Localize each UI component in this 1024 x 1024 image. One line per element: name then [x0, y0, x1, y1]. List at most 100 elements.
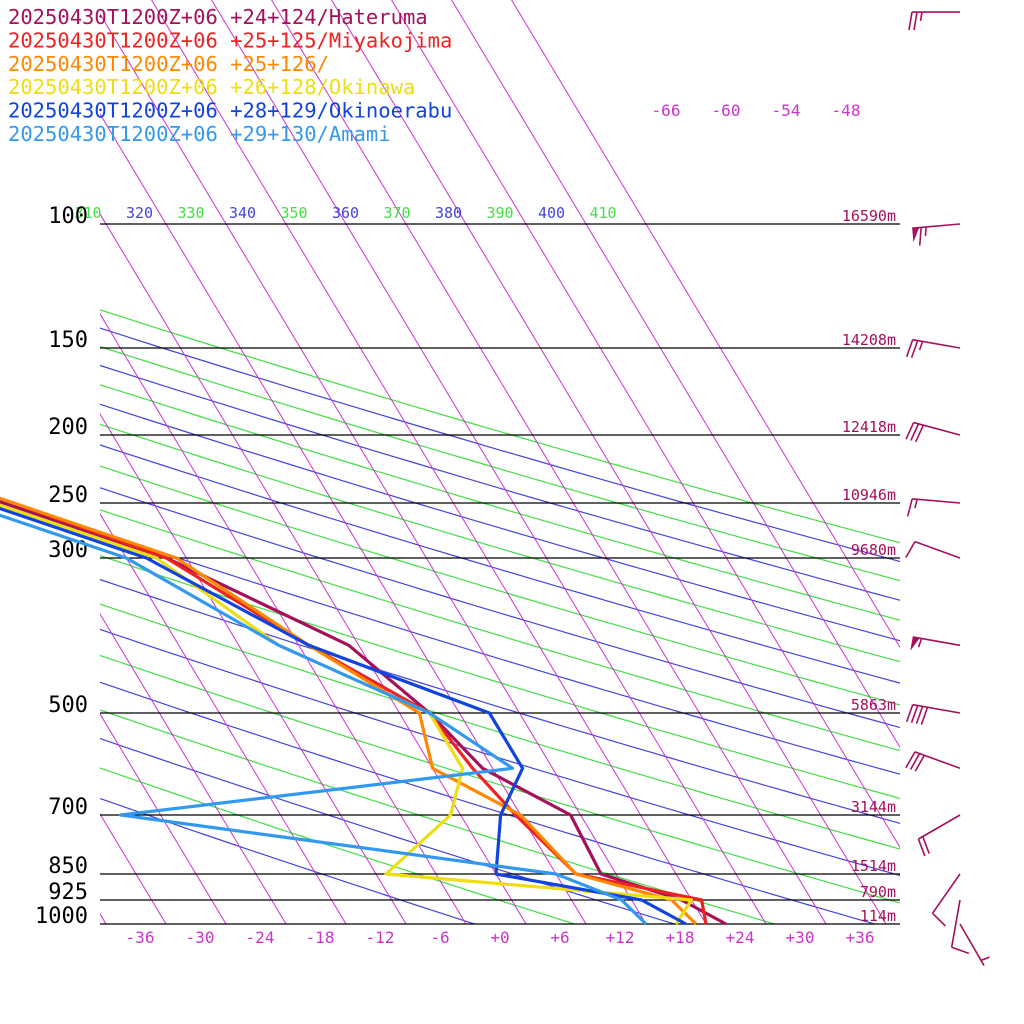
dry-adiabat-line	[100, 327, 900, 563]
legend-entry: 20250430T1200Z+06 +25+125/Miyakojima	[8, 28, 452, 52]
dry-adiabat-line	[100, 309, 900, 544]
wind-barb	[905, 703, 961, 725]
wind-barb	[905, 338, 961, 359]
wind-barb	[917, 814, 961, 857]
upper-temperature-tick-label: -60	[712, 101, 741, 120]
isotherm-line	[211, 0, 767, 924]
dry-adiabat-line	[100, 681, 877, 924]
theta-label: 330	[177, 204, 204, 222]
height-label: 10946m	[842, 486, 896, 504]
sounding-line	[0, 506, 687, 926]
pressure-label: 150	[48, 328, 88, 353]
temperature-tick-label: -24	[246, 928, 275, 947]
theta-label: 400	[538, 204, 565, 222]
theta-label: 390	[486, 204, 513, 222]
dry-adiabat-line	[100, 465, 900, 706]
dry-adiabat-line	[100, 555, 900, 800]
dry-adiabat-line	[100, 509, 900, 752]
temperature-tick-label: +6	[550, 928, 569, 947]
height-label: 12418m	[842, 418, 896, 436]
height-label: 1514m	[851, 857, 896, 875]
pressure-label: 100	[48, 204, 88, 229]
sounding-line	[0, 500, 727, 926]
upper-temperature-tick-label: -54	[772, 101, 801, 120]
theta-label: 360	[332, 204, 359, 222]
theta-label: 350	[280, 204, 307, 222]
dry-adiabat-line	[100, 403, 900, 642]
dry-adiabat-line	[100, 797, 477, 924]
temperature-tick-label: +24	[726, 928, 755, 947]
theta-label: 340	[229, 204, 256, 222]
wind-barb	[905, 421, 961, 443]
wind-barb	[905, 751, 961, 772]
wind-barb	[950, 899, 970, 955]
pressure-label: 500	[48, 693, 88, 718]
isotherms	[100, 0, 900, 924]
theta-label: 320	[126, 204, 153, 222]
sounding-series	[0, 496, 727, 926]
height-label: 5863m	[851, 696, 896, 714]
upper-temperature-tick-labels: -66 -60 -54 -48	[652, 101, 861, 120]
wind-barb	[912, 223, 961, 246]
dry-adiabats	[100, 309, 900, 924]
wind-barb	[959, 923, 990, 966]
dry-adiabat-line	[100, 423, 900, 663]
isotherm-line	[451, 0, 900, 749]
pressure-label: 850	[48, 854, 88, 879]
legend: 20250430T1200Z+06 +24+124/Hateruma202504…	[8, 5, 452, 146]
isotherm-line	[151, 0, 707, 924]
isotherm-line	[271, 0, 827, 924]
theta-label: 380	[435, 204, 462, 222]
legend-entry: 20250430T1200Z+06 +24+124/Hateruma	[8, 5, 428, 29]
temperature-tick-label: +12	[606, 928, 635, 947]
wind-barb	[906, 498, 961, 517]
pressure-label: 200	[48, 415, 88, 440]
height-labels: 16590m 14208m 12418m 10946m 9680m 5863m 3144m 1…	[842, 207, 896, 925]
wind-barbs	[905, 11, 990, 966]
temperature-tick-label: +18	[666, 928, 695, 947]
pressure-label: 700	[48, 795, 88, 820]
isotherm-line	[391, 0, 900, 849]
isotherm-line	[100, 413, 407, 924]
temperature-tick-label: +36	[846, 928, 875, 947]
sounding-line	[0, 513, 648, 926]
temperature-tick-label: +30	[786, 928, 815, 947]
dry-adiabat-line	[100, 364, 900, 601]
temperature-tick-labels: -36 -30 -24 -18 -12 -6 +0 +6 +12 +18 +24 +30 +36	[126, 928, 875, 947]
isotherm-line	[100, 13, 647, 924]
dry-adiabat-line	[100, 603, 900, 850]
theta-label: 370	[383, 204, 410, 222]
upper-temperature-tick-label: -48	[832, 101, 861, 120]
isotherm-line	[511, 0, 900, 649]
isotherm-line	[100, 513, 347, 924]
legend-entry: 20250430T1200Z+06 +26+128/Okinawa	[8, 75, 415, 99]
dry-adiabat-line	[100, 346, 900, 582]
theta-label: 310	[74, 204, 101, 222]
isotherm-line	[100, 613, 287, 924]
height-label: 9680m	[851, 541, 896, 559]
wind-barb	[905, 540, 961, 559]
temperature-tick-label: -36	[126, 928, 155, 947]
dry-adiabat-line	[100, 709, 777, 924]
upper-temperature-tick-label: -66	[652, 101, 681, 120]
isotherm-line	[331, 0, 887, 924]
temperature-tick-label: -18	[306, 928, 335, 947]
dry-adiabat-line	[100, 767, 577, 924]
temperature-tick-label: +0	[490, 928, 509, 947]
height-label: 16590m	[842, 207, 896, 225]
temperature-tick-label: -12	[366, 928, 395, 947]
dry-adiabat-line	[100, 384, 900, 621]
dry-adiabat-line	[100, 578, 900, 825]
sounding-line	[0, 496, 698, 926]
legend-entry: 20250430T1200Z+06 +25+126/	[8, 52, 329, 76]
dry-adiabat-line	[100, 444, 900, 684]
height-label: 790m	[860, 883, 896, 901]
theta-label: 410	[589, 204, 616, 222]
sounding-line	[0, 503, 694, 925]
isotherm-line	[100, 313, 467, 924]
temperature-tick-label: -6	[430, 928, 449, 947]
pressure-label: 1000	[35, 904, 88, 929]
wind-barb	[931, 873, 961, 927]
